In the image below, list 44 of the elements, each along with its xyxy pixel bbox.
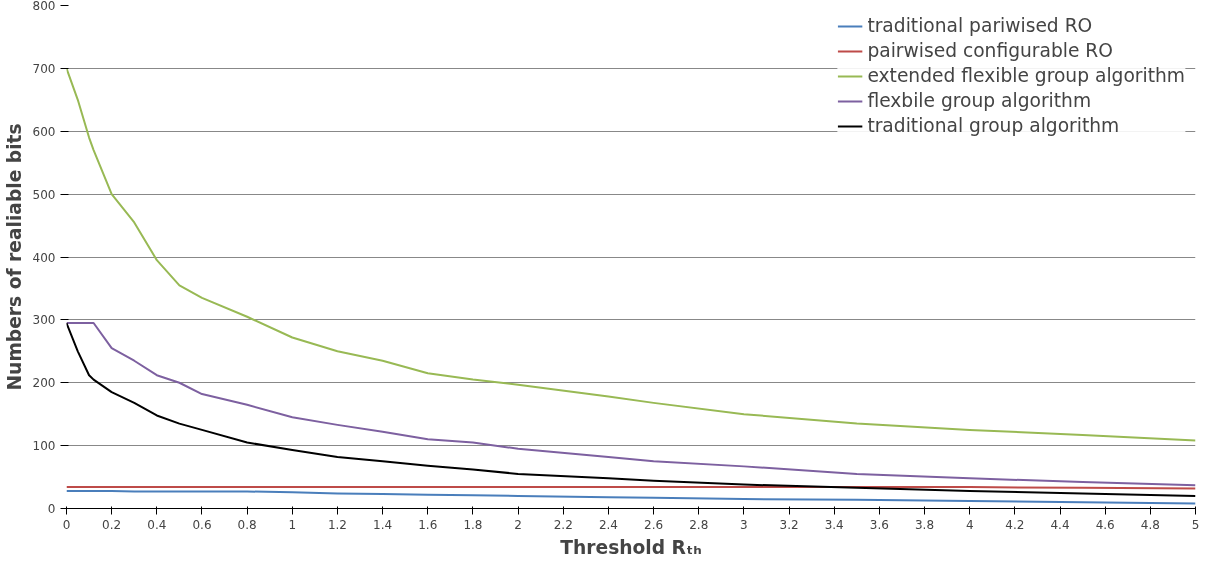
x-tick-label: 3.8 [915,517,935,532]
y-tick-label: 0 [47,502,56,516]
x-tick-label: 1.4 [373,517,393,532]
legend-label: flexbile group algorithm [867,90,1092,111]
line-series [66,67,1196,442]
x-axis-title: Threshold Rₜₕ [560,536,702,558]
x-tick-label: 3.6 [869,517,889,532]
line-series [66,489,1196,505]
x-tick-label: 2 [514,517,522,532]
y-tick-label: 200 [32,376,56,391]
x-tick-label: 2.4 [598,517,618,532]
x-tick-label: 4.4 [1050,517,1070,532]
x-tick-label: 4 [965,517,974,532]
y-tick-label: 800 [32,0,56,13]
x-tick-label: 0.2 [102,517,122,532]
y-tick-label: 400 [32,250,56,265]
x-tick-label: 0.6 [192,517,212,532]
x-tick-label: 0 [62,517,71,532]
x-tick-label: 2.2 [553,517,573,532]
x-tick-label: 1 [288,517,297,532]
legend-label: extended flexible group algorithm [867,65,1185,86]
x-tick-label: 3.4 [824,517,844,532]
x-tick-label: 4.8 [1140,517,1160,532]
legend-label: traditional group algorithm [867,115,1120,136]
y-tick-label: 700 [32,61,56,76]
y-tick-label: 300 [32,313,56,328]
x-tick-label: 3.2 [779,517,799,532]
legend-label: pairwised configurable RO [867,40,1114,61]
y-tick-label: 500 [32,187,56,202]
x-tick-label: 4.6 [1095,517,1115,532]
x-tick-label: 2.8 [689,517,709,532]
y-tick-label: 600 [32,124,56,139]
x-tick-label: 1.8 [463,517,483,532]
x-tick-label: 4.2 [1005,517,1025,532]
x-tick-label: 0.8 [237,517,257,532]
y-tick-label: 100 [32,439,56,454]
x-tick-label: 3 [740,517,748,532]
x-tick-label: 1.6 [418,517,438,532]
x-tick-label: 2.6 [644,517,664,532]
y-axis-title: Numbers of realiable bits [3,123,25,391]
x-tick-label: 0.4 [147,517,167,532]
x-tick-label: 5 [1191,517,1200,532]
legend-label: traditional pariwised RO [867,15,1093,36]
x-tick-label: 1.2 [327,517,348,532]
